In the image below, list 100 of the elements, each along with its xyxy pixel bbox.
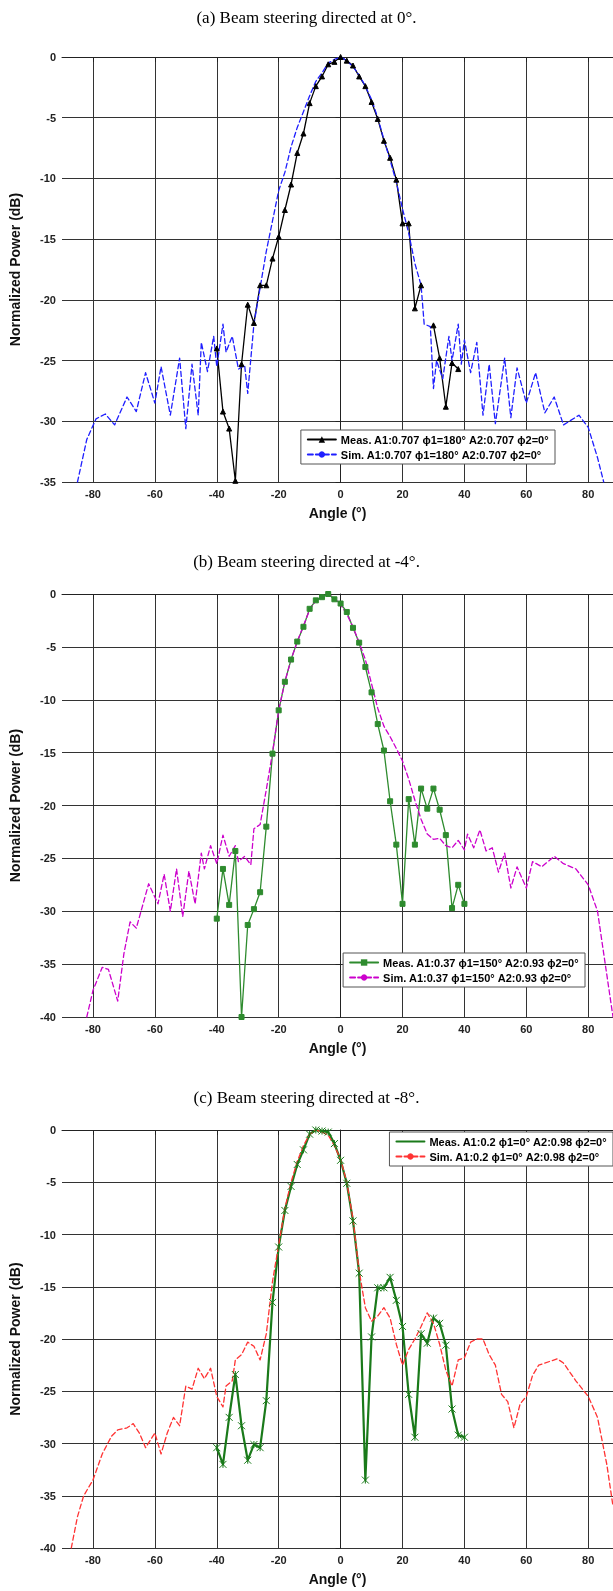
legend-label: Meas. A1:0.2 ϕ1=0° A2:0.98 ϕ2=0° [429, 1135, 607, 1148]
point [275, 707, 282, 714]
point [244, 301, 251, 308]
point [355, 1269, 364, 1278]
legend-label: Sim. A1:0.2 ϕ1=0° A2:0.98 ϕ2=0° [429, 1150, 600, 1163]
point [356, 73, 363, 80]
point [288, 181, 295, 188]
point [336, 1156, 345, 1165]
point [436, 355, 443, 362]
point [449, 360, 456, 366]
y-tick-label: -5 [46, 111, 56, 124]
point [460, 1433, 469, 1442]
y-tick-label: -15 [40, 233, 56, 246]
point [269, 750, 276, 757]
x-tick-label: 60 [520, 1553, 533, 1566]
x-tick-label: 0 [337, 1553, 344, 1566]
point [368, 98, 375, 105]
point [411, 305, 418, 312]
line-series [76, 56, 605, 483]
point [213, 915, 220, 922]
y-tick-label: 0 [49, 588, 56, 600]
y-tick-label: 0 [49, 51, 56, 63]
point [349, 62, 356, 69]
point [418, 785, 425, 792]
x-tick-label: 40 [458, 1022, 471, 1035]
point [417, 1329, 426, 1338]
point [418, 282, 425, 289]
point [348, 1216, 357, 1225]
x-tick-label: -40 [208, 1022, 225, 1035]
y-tick-label: -30 [40, 1437, 56, 1450]
point [436, 806, 443, 813]
point [455, 881, 462, 888]
point [319, 594, 326, 601]
point [423, 1339, 432, 1348]
point [281, 678, 288, 685]
y-tick-label: -35 [40, 1489, 56, 1502]
y-axis-title: Normalized Power (dB) [7, 1262, 23, 1416]
point [387, 154, 394, 161]
point [424, 805, 431, 812]
x-tick-label: -80 [85, 1553, 101, 1566]
y-tick-label: -35 [40, 476, 56, 488]
x-tick-label: -20 [270, 487, 287, 500]
y-tick-label: -25 [40, 852, 56, 865]
point [399, 900, 406, 907]
x-tick-label: -20 [270, 1022, 287, 1035]
point [262, 1396, 271, 1405]
point [324, 1128, 333, 1137]
point [367, 1332, 376, 1341]
point [249, 1440, 258, 1449]
y-tick-label: -25 [40, 354, 56, 367]
legend-label: Sim. A1:0.707 ϕ1=180° A2:0.707 ϕ2=0° [340, 448, 542, 461]
point [386, 1273, 395, 1282]
point [263, 823, 270, 830]
point [368, 689, 375, 696]
y-axis-title: Normalized Power (dB) [7, 728, 23, 883]
legend-label: Meas. A1:0.707 ϕ1=180° A2:0.707 ϕ2=0° [340, 433, 549, 446]
x-tick-label: -20 [270, 1553, 287, 1566]
point [306, 605, 313, 612]
point [374, 721, 381, 728]
y-tick-label: -40 [40, 1542, 56, 1554]
y-tick-label: -5 [46, 640, 56, 653]
point [287, 1182, 296, 1191]
point [306, 100, 313, 107]
chart-title: (b) Beam steering directed at -4°. [193, 552, 420, 571]
point [232, 847, 239, 854]
point [275, 233, 282, 240]
point [399, 220, 406, 227]
x-tick-label: 0 [337, 487, 344, 500]
y-tick-label: -20 [40, 799, 56, 812]
x-axis-title: Angle (°) [308, 1571, 367, 1587]
point [405, 220, 412, 227]
point [380, 137, 387, 144]
point [300, 130, 307, 137]
legend-label: Sim. A1:0.37 ϕ1=150° A2:0.93 ϕ2=0° [383, 971, 572, 984]
x-tick-label: -60 [146, 1553, 163, 1566]
x-tick-label: 20 [396, 487, 409, 500]
point [331, 596, 338, 603]
y-axis-title: Normalized Power (dB) [7, 192, 23, 347]
point [393, 841, 400, 848]
point [281, 207, 288, 213]
point [213, 345, 220, 352]
point [430, 322, 437, 329]
x-axis-title: Angle (°) [308, 1040, 367, 1056]
point [361, 1476, 370, 1485]
point [238, 361, 245, 368]
point [404, 1390, 413, 1399]
point [274, 1243, 283, 1252]
point [325, 61, 332, 68]
point [231, 1370, 240, 1379]
point [380, 747, 387, 754]
point [256, 1443, 265, 1452]
x-tick-label: -40 [208, 1553, 225, 1566]
point [362, 663, 369, 670]
point [392, 1296, 401, 1305]
point [318, 1127, 327, 1136]
x-tick-label: 20 [396, 1553, 409, 1566]
point [288, 656, 295, 663]
x-tick-label: 60 [520, 1022, 533, 1035]
point [461, 900, 468, 907]
x-tick-label: 0 [337, 1022, 344, 1035]
